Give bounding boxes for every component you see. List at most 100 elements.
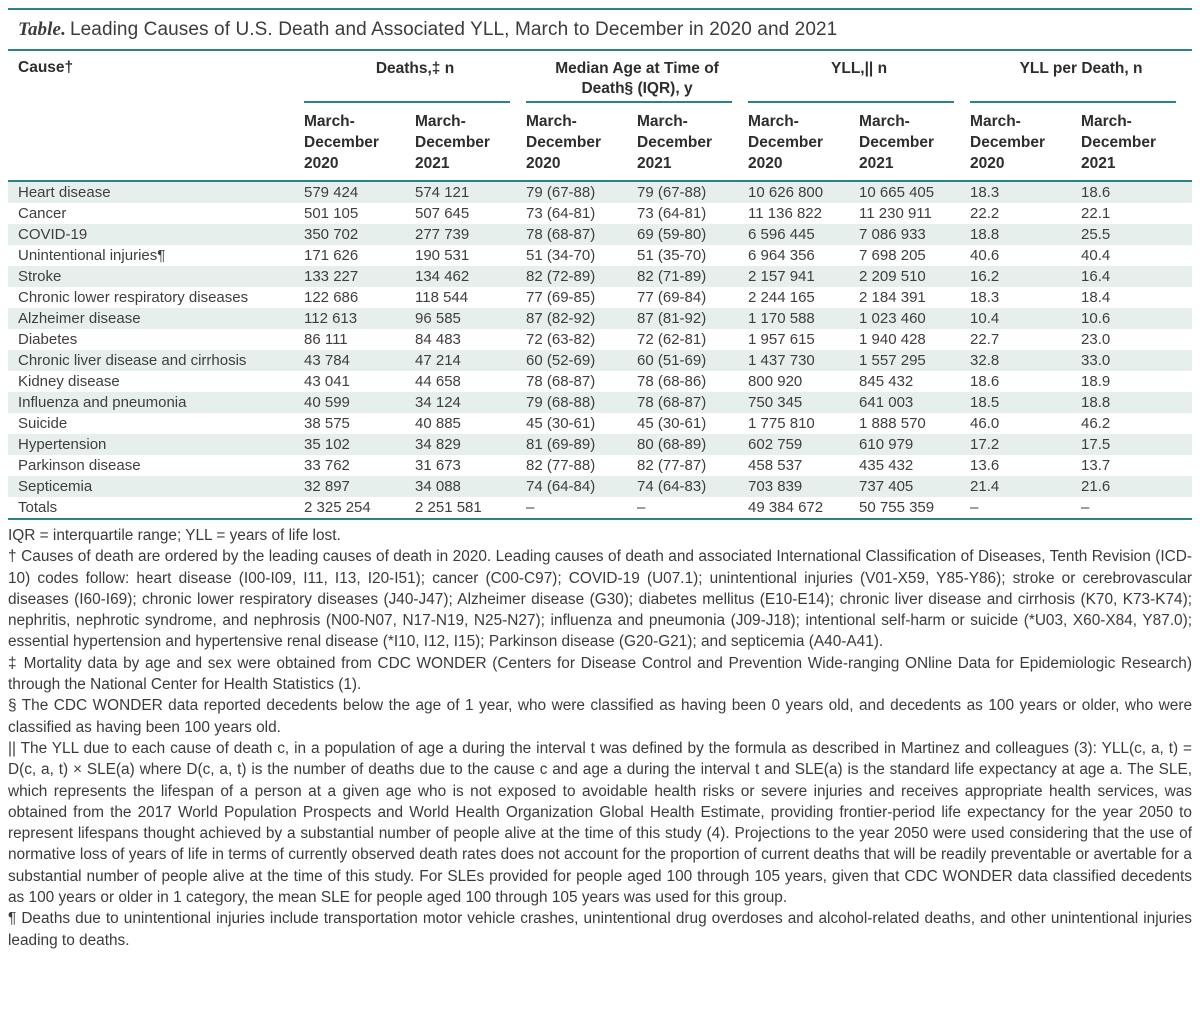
value-cell: 78 (68-86) — [637, 373, 707, 390]
value-cell: 13.7 — [1081, 457, 1111, 474]
footnote-section: § The CDC WONDER data reported decedents… — [8, 697, 1192, 736]
value-cell: 16.4 — [1081, 268, 1111, 285]
value-cell: 22.7 — [970, 331, 1000, 348]
table-row: Parkinson disease 33 762 31 673 82 (77-88) 8… — [8, 455, 1192, 476]
value-cell: 45 (30-61) — [637, 415, 707, 432]
value-cell: 43 784 — [304, 352, 350, 369]
top-rule — [8, 8, 1192, 10]
value-cell: 2 244 165 — [748, 289, 815, 306]
value-cell: 78 (68-87) — [637, 394, 707, 411]
value-cell: 190 531 — [415, 247, 470, 264]
footnote-pilcrow: ¶ Deaths due to unintentional injuries i… — [8, 910, 1192, 949]
value-cell: 33.0 — [1081, 352, 1111, 369]
value-cell: 46.2 — [1081, 415, 1111, 432]
footnotes-block: IQR = interquartile range; YLL = years o… — [8, 520, 1192, 957]
value-cell: 78 (68-87) — [526, 373, 596, 390]
value-cell: 79 (67-88) — [526, 184, 596, 201]
period-column-header: March- December 2020 — [526, 103, 638, 182]
group-underline — [970, 101, 1177, 103]
value-cell: 74 (64-84) — [526, 478, 596, 495]
value-cell: 10 665 405 — [859, 184, 935, 201]
value-cell: 80 (68-89) — [637, 436, 707, 453]
value-cell: 21.6 — [1081, 478, 1111, 495]
value-cell: 96 585 — [415, 310, 461, 327]
value-cell: 72 (62-81) — [637, 331, 707, 348]
value-cell: 84 483 — [415, 331, 461, 348]
column-group-label: Deaths,‡ n — [375, 60, 455, 77]
value-cell: 77 (69-85) — [526, 289, 596, 306]
value-cell: 44 658 — [415, 373, 461, 390]
cause-cell: Diabetes — [18, 331, 78, 348]
value-cell: 73 (64-81) — [637, 205, 707, 222]
table-body: Heart disease 579 424 574 121 79 (67-88) 79 … — [8, 181, 1193, 520]
value-cell: 82 (77-87) — [637, 457, 707, 474]
value-cell: 60 (51-69) — [637, 352, 707, 369]
cause-cell: Suicide — [18, 415, 68, 432]
table-header: Cause† Deaths,‡ n Median Age at Time of … — [8, 51, 1193, 182]
value-cell: 45 (30-61) — [526, 415, 596, 432]
period-column-header: March- December 2021 — [859, 103, 971, 182]
value-cell: 10 626 800 — [748, 184, 824, 201]
value-cell: 40.6 — [970, 247, 1000, 264]
value-cell: 11 230 911 — [859, 205, 932, 222]
value-cell: 43 041 — [304, 373, 350, 390]
period-column-header: March- December 2020 — [304, 103, 415, 182]
subheader-row: March- December 2020 March- December 2021 Marc… — [8, 103, 1193, 182]
column-group-deaths: Deaths,‡ n — [304, 51, 526, 103]
table-row: Kidney disease 43 041 44 658 78 (68-87) 78 (… — [8, 371, 1192, 392]
value-cell: 1 775 810 — [748, 415, 815, 432]
column-group-label: YLL per Death, n — [1019, 60, 1143, 77]
value-cell: 40.4 — [1081, 247, 1111, 264]
value-cell: 10.4 — [970, 310, 1000, 327]
title-underline-rule — [8, 49, 1192, 51]
cause-cell: Chronic liver disease and cirrhosis — [18, 352, 247, 369]
value-cell: 2 184 391 — [859, 289, 926, 306]
group-underline — [748, 101, 955, 103]
table-title-text: Leading Causes of U.S. Death and Associa… — [69, 19, 838, 40]
value-cell: 118 544 — [415, 289, 469, 306]
value-cell: 18.5 — [970, 394, 1000, 411]
value-cell: 2 325 254 — [304, 497, 415, 520]
value-cell: 507 645 — [415, 205, 470, 222]
period-column-header: March- December 2020 — [970, 103, 1082, 182]
table-row: Alzheimer disease 112 613 96 585 87 (82-92)… — [8, 308, 1193, 329]
table-row: Septicemia 32 897 34 088 74 (64-84) 74 (64-8… — [8, 476, 1193, 497]
value-cell: 134 462 — [415, 268, 470, 285]
value-cell: 7 086 933 — [859, 226, 926, 243]
value-cell: 32 897 — [304, 478, 350, 495]
value-cell: 82 (71-89) — [637, 268, 707, 285]
table-row: Heart disease 579 424 574 121 79 (67-88) 79 … — [8, 181, 1193, 203]
value-cell: 1 437 730 — [748, 352, 815, 369]
value-cell: 23.0 — [1081, 331, 1111, 348]
group-underline — [526, 101, 733, 103]
column-group-median-age: Median Age at Time of Death§ (IQR), y — [526, 51, 748, 103]
value-cell: 18.9 — [1081, 373, 1111, 390]
abbreviations-footnote: IQR = interquartile range; YLL = years o… — [8, 527, 341, 544]
cause-cell: Alzheimer disease — [18, 310, 141, 327]
value-cell: 750 345 — [748, 394, 803, 411]
value-cell: 21.4 — [970, 478, 1000, 495]
value-cell: 60 (52-69) — [526, 352, 596, 369]
value-cell: 31 673 — [415, 457, 461, 474]
cause-cell: Totals — [8, 497, 304, 520]
value-cell: 17.5 — [1081, 436, 1111, 453]
value-cell: 17.2 — [970, 436, 1000, 453]
value-cell: 40 599 — [304, 394, 350, 411]
value-cell: – — [637, 497, 749, 520]
value-cell: 171 626 — [304, 247, 359, 264]
value-cell: 133 227 — [304, 268, 359, 285]
value-cell: 2 157 941 — [748, 268, 815, 285]
table-row: Hypertension 35 102 34 829 81 (69-89) 80 (68… — [8, 434, 1193, 455]
footnote-double-dagger: ‡ Mortality data by age and sex were obt… — [8, 654, 1192, 694]
value-cell: 38 575 — [304, 415, 350, 432]
cause-cell: Stroke — [18, 268, 62, 285]
value-cell: 22.2 — [970, 205, 1000, 222]
table-row: Diabetes 86 111 84 483 72 (63-82) 72 (62-81)… — [8, 329, 1192, 350]
value-cell: 50 755 359 — [859, 497, 971, 520]
table-row: Unintentional injuries¶ 171 626 190 531 51 … — [8, 245, 1192, 266]
group-underline — [304, 101, 511, 103]
value-cell: 6 596 445 — [748, 226, 815, 243]
cause-cell: Hypertension — [18, 436, 107, 453]
value-cell: 69 (59-80) — [637, 226, 707, 243]
table-row: Cancer 501 105 507 645 73 (64-81) 73 (64-81)… — [8, 203, 1192, 224]
